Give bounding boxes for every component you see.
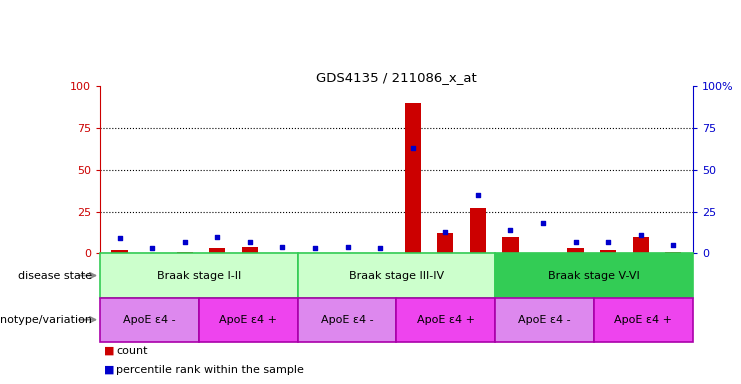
Point	[505, 227, 516, 233]
Title: GDS4135 / 211086_x_at: GDS4135 / 211086_x_at	[316, 71, 476, 84]
Point	[211, 233, 223, 240]
Text: genotype/variation: genotype/variation	[0, 314, 93, 325]
Bar	[176, 252, 193, 253]
Bar	[100, 253, 298, 298]
Point	[374, 245, 386, 252]
Bar	[600, 250, 617, 253]
Point	[113, 235, 125, 242]
Bar	[594, 298, 693, 342]
Text: ■: ■	[104, 346, 114, 356]
Bar	[633, 237, 649, 253]
Point	[407, 145, 419, 151]
Point	[635, 232, 647, 238]
Bar	[396, 298, 495, 342]
Point	[537, 220, 549, 227]
Bar	[298, 253, 495, 298]
Point	[244, 239, 256, 245]
Bar	[495, 253, 693, 298]
Point	[570, 239, 582, 245]
Point	[276, 244, 288, 250]
Point	[342, 244, 353, 250]
Text: count: count	[116, 346, 148, 356]
Point	[439, 228, 451, 235]
Text: Braak stage I-II: Braak stage I-II	[156, 270, 241, 281]
Point	[602, 239, 614, 245]
Text: Braak stage III-IV: Braak stage III-IV	[349, 270, 444, 281]
Text: ■: ■	[104, 365, 114, 375]
Text: Braak stage V-VI: Braak stage V-VI	[548, 270, 640, 281]
Text: ApoE ε4 +: ApoE ε4 +	[614, 314, 672, 325]
Bar	[242, 247, 258, 253]
Bar	[437, 233, 453, 253]
Point	[472, 192, 484, 198]
Bar	[209, 248, 225, 253]
Bar	[111, 250, 127, 253]
Text: ApoE ε4 -: ApoE ε4 -	[518, 314, 571, 325]
Bar	[100, 298, 199, 342]
Bar	[665, 252, 682, 253]
Point	[146, 245, 158, 252]
Bar	[495, 298, 594, 342]
Point	[668, 242, 679, 248]
Point	[309, 245, 321, 252]
Text: ApoE ε4 +: ApoE ε4 +	[417, 314, 475, 325]
Bar	[199, 298, 298, 342]
Bar	[502, 237, 519, 253]
Bar	[405, 103, 421, 253]
Bar	[298, 298, 396, 342]
Bar	[470, 209, 486, 253]
Text: ApoE ε4 -: ApoE ε4 -	[123, 314, 176, 325]
Text: percentile rank within the sample: percentile rank within the sample	[116, 365, 305, 375]
Text: disease state: disease state	[19, 270, 93, 281]
Text: ApoE ε4 -: ApoE ε4 -	[321, 314, 373, 325]
Bar	[568, 248, 584, 253]
Point	[179, 239, 190, 245]
Text: ApoE ε4 +: ApoE ε4 +	[219, 314, 277, 325]
